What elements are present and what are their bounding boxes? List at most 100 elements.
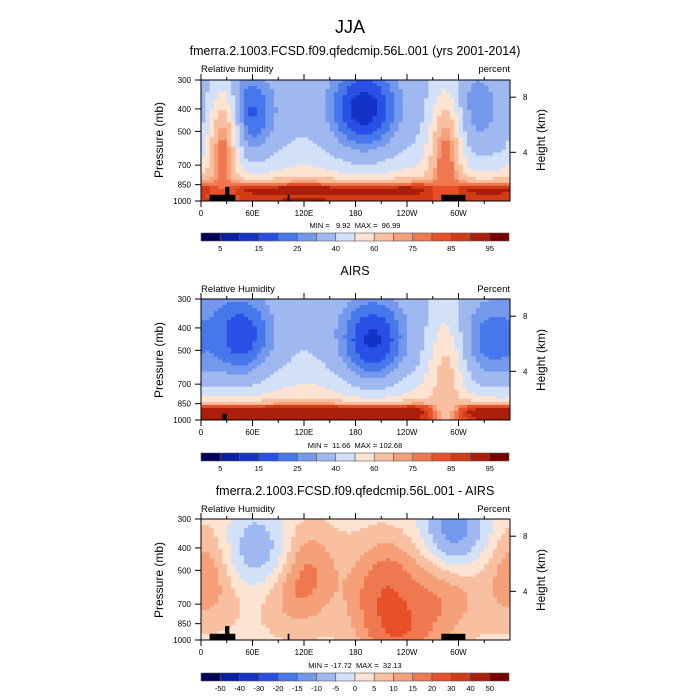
contour-cell	[235, 143, 241, 147]
contour-cell	[458, 335, 464, 339]
contour-cell	[334, 86, 339, 90]
contour-cell	[265, 152, 271, 157]
contour-cell	[389, 305, 395, 309]
contour-cell	[205, 134, 210, 138]
contour-cell	[432, 95, 438, 99]
contour-cell	[479, 134, 485, 138]
contour-cell	[338, 365, 344, 369]
contour-cell	[321, 359, 326, 363]
contour-cell	[252, 305, 258, 309]
contour-cell	[471, 146, 477, 150]
contour-cell	[269, 101, 275, 105]
contour-cell	[389, 137, 395, 141]
contour-cell	[278, 80, 283, 84]
contour-cell	[291, 128, 296, 132]
contour-cell	[239, 161, 245, 166]
contour-cell	[334, 194, 339, 199]
contour-cell	[351, 356, 356, 360]
contour-cell	[376, 86, 382, 90]
contour-cell	[248, 194, 253, 199]
contour-cell	[389, 359, 395, 363]
contour-cell	[419, 353, 425, 357]
contour-cell	[286, 149, 292, 153]
contour-cell	[325, 347, 331, 351]
contour-cell	[424, 128, 429, 132]
contour-cell	[462, 92, 468, 96]
contour-cell	[299, 119, 305, 123]
contour-cell	[205, 383, 210, 388]
contour-cell	[411, 131, 416, 135]
contour-cell	[218, 119, 223, 123]
contour-cell	[346, 86, 352, 90]
contour-cell	[304, 350, 309, 354]
contour-cell	[471, 164, 477, 169]
contour-cell	[355, 152, 361, 157]
contour-cell	[359, 122, 365, 126]
contour-cell	[458, 362, 464, 366]
contour-cell	[364, 89, 369, 93]
contour-cell	[385, 335, 391, 339]
contour-cell	[454, 128, 459, 132]
contour-cell	[359, 173, 365, 178]
contour-cell	[304, 341, 309, 345]
contour-cell	[376, 311, 382, 315]
contour-cell	[205, 173, 210, 178]
contour-cell	[338, 95, 344, 99]
contour-cell	[239, 302, 245, 306]
contour-cell	[411, 338, 416, 342]
contour-cell	[316, 347, 322, 351]
contour-cell	[359, 362, 365, 366]
contour-cell	[269, 347, 275, 351]
contour-cell	[265, 119, 271, 123]
contour-cell	[488, 377, 494, 382]
contour-cell	[402, 308, 408, 312]
contour-cell	[282, 308, 288, 312]
contour-cell	[342, 314, 348, 318]
colorbar: 5 15 25 40 60 75 85 95	[200, 232, 510, 253]
contour-cell	[394, 347, 399, 351]
contour-cell	[346, 362, 352, 366]
left-string: Relative humidity	[201, 64, 274, 75]
contour-cell	[304, 104, 309, 108]
contour-cell	[252, 176, 258, 181]
contour-cell	[226, 131, 232, 135]
contour-cell	[372, 362, 378, 366]
contour-cell	[368, 83, 374, 87]
contour-cell	[201, 368, 206, 372]
contour-cell	[325, 131, 331, 135]
contour-cell	[329, 173, 335, 178]
contour-cell	[454, 347, 459, 351]
contour-cell	[351, 173, 356, 178]
contour-cell	[368, 185, 374, 190]
contour-cell	[205, 329, 210, 333]
contour-cell	[419, 128, 425, 132]
contour-cell	[389, 161, 395, 166]
contour-cell	[368, 326, 374, 330]
contour-cell	[505, 86, 511, 90]
contour-cell	[398, 92, 404, 96]
contour-cell	[239, 314, 245, 318]
contour-cell	[325, 371, 331, 376]
contour-cell	[243, 356, 249, 360]
contour-cell	[492, 83, 498, 87]
contour-cell	[492, 338, 498, 342]
contour-cell	[252, 119, 258, 123]
contour-cell	[209, 107, 215, 111]
contour-cell	[269, 332, 275, 336]
contour-cell	[449, 359, 455, 363]
contour-cell	[368, 140, 374, 144]
contour-cell	[342, 140, 348, 144]
contour-cell	[252, 380, 258, 385]
contour-cell	[419, 329, 425, 333]
contour-cell	[218, 122, 223, 126]
contour-cell	[492, 92, 498, 96]
contour-cell	[239, 104, 245, 108]
contour-cell	[304, 113, 309, 117]
contour-cell	[325, 134, 331, 138]
contour-cell	[239, 101, 245, 105]
contour-cell	[424, 329, 429, 333]
contour-cell	[372, 146, 378, 150]
contour-cell	[454, 101, 459, 105]
contour-cell	[273, 128, 279, 132]
contour-cell	[437, 152, 442, 157]
